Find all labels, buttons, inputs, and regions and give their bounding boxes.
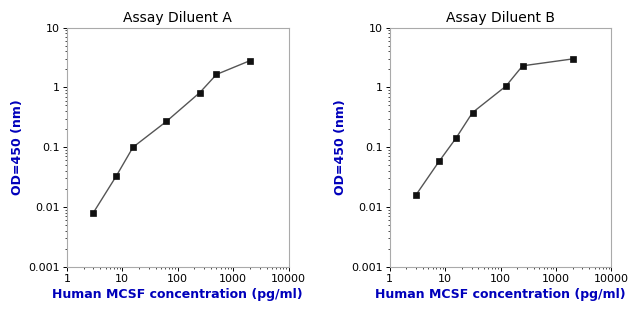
- X-axis label: Human MCSF concentration (pg/ml): Human MCSF concentration (pg/ml): [375, 288, 626, 301]
- Title: Assay Diluent A: Assay Diluent A: [124, 11, 232, 25]
- Y-axis label: OD=450 (nm): OD=450 (nm): [334, 99, 347, 195]
- X-axis label: Human MCSF concentration (pg/ml): Human MCSF concentration (pg/ml): [52, 288, 303, 301]
- Title: Assay Diluent B: Assay Diluent B: [446, 11, 555, 25]
- Y-axis label: OD=450 (nm): OD=450 (nm): [11, 99, 24, 195]
